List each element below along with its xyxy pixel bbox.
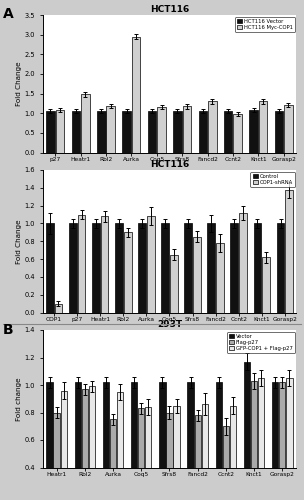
Legend: HCT116 Vector, HCT116 Myc-COP1: HCT116 Vector, HCT116 Myc-COP1: [235, 16, 295, 32]
Bar: [195, 415, 201, 500]
Bar: [157, 108, 166, 152]
Bar: [46, 224, 54, 312]
Bar: [207, 224, 215, 312]
Text: A: A: [3, 8, 14, 22]
Bar: [148, 112, 156, 152]
Bar: [46, 112, 55, 152]
Bar: [117, 392, 123, 500]
Bar: [166, 412, 173, 500]
Bar: [72, 112, 80, 152]
Bar: [131, 382, 137, 500]
Y-axis label: Fold Change: Fold Change: [16, 219, 22, 264]
Title: 293T: 293T: [157, 320, 182, 329]
Bar: [115, 224, 123, 312]
Bar: [145, 407, 151, 500]
Bar: [202, 404, 208, 500]
Bar: [230, 224, 238, 312]
Bar: [124, 232, 132, 312]
Bar: [103, 382, 109, 500]
Bar: [199, 112, 207, 152]
Bar: [184, 224, 192, 312]
Bar: [159, 382, 166, 500]
Bar: [279, 382, 285, 500]
Title: HCT116: HCT116: [150, 5, 189, 14]
Bar: [123, 112, 131, 152]
Bar: [170, 254, 178, 312]
Text: B: B: [3, 322, 14, 336]
Bar: [262, 258, 270, 312]
Bar: [230, 406, 236, 500]
Bar: [78, 214, 85, 312]
Bar: [193, 237, 201, 312]
Bar: [239, 213, 247, 312]
Bar: [97, 112, 105, 152]
Bar: [188, 382, 194, 500]
Bar: [147, 216, 155, 312]
Bar: [284, 106, 293, 152]
Bar: [275, 112, 283, 152]
Bar: [75, 382, 81, 500]
Bar: [89, 386, 95, 500]
Bar: [277, 224, 285, 312]
Bar: [60, 390, 67, 500]
Legend: Vector, Flag-p27, GFP-COP1 + Flag-p27: Vector, Flag-p27, GFP-COP1 + Flag-p27: [227, 332, 295, 353]
Bar: [233, 114, 242, 152]
Bar: [173, 112, 182, 152]
Bar: [223, 426, 229, 500]
Bar: [54, 304, 62, 312]
Bar: [106, 106, 115, 152]
Bar: [56, 110, 64, 152]
Bar: [216, 243, 224, 312]
Bar: [132, 36, 140, 152]
Bar: [251, 381, 257, 500]
Bar: [216, 382, 222, 500]
Bar: [244, 362, 250, 500]
Bar: [285, 190, 293, 312]
Bar: [254, 224, 261, 312]
Bar: [138, 224, 146, 312]
Bar: [183, 106, 191, 152]
Bar: [249, 110, 258, 152]
Title: HCT116: HCT116: [150, 160, 189, 169]
Y-axis label: Fold Change: Fold Change: [16, 62, 22, 106]
Bar: [110, 420, 116, 500]
Bar: [81, 94, 90, 152]
Bar: [258, 378, 264, 500]
Bar: [259, 102, 267, 152]
Bar: [173, 406, 180, 500]
Bar: [92, 224, 100, 312]
Bar: [138, 408, 144, 500]
Bar: [69, 224, 77, 312]
Bar: [272, 382, 278, 500]
Bar: [208, 102, 216, 152]
Bar: [286, 378, 292, 500]
Bar: [54, 412, 60, 500]
Bar: [47, 382, 53, 500]
Bar: [82, 389, 88, 500]
Legend: Control, COP1-shRNA: Control, COP1-shRNA: [250, 172, 295, 187]
Bar: [161, 224, 169, 312]
Bar: [224, 112, 233, 152]
Y-axis label: Fold change: Fold change: [16, 377, 22, 420]
Bar: [101, 216, 109, 312]
